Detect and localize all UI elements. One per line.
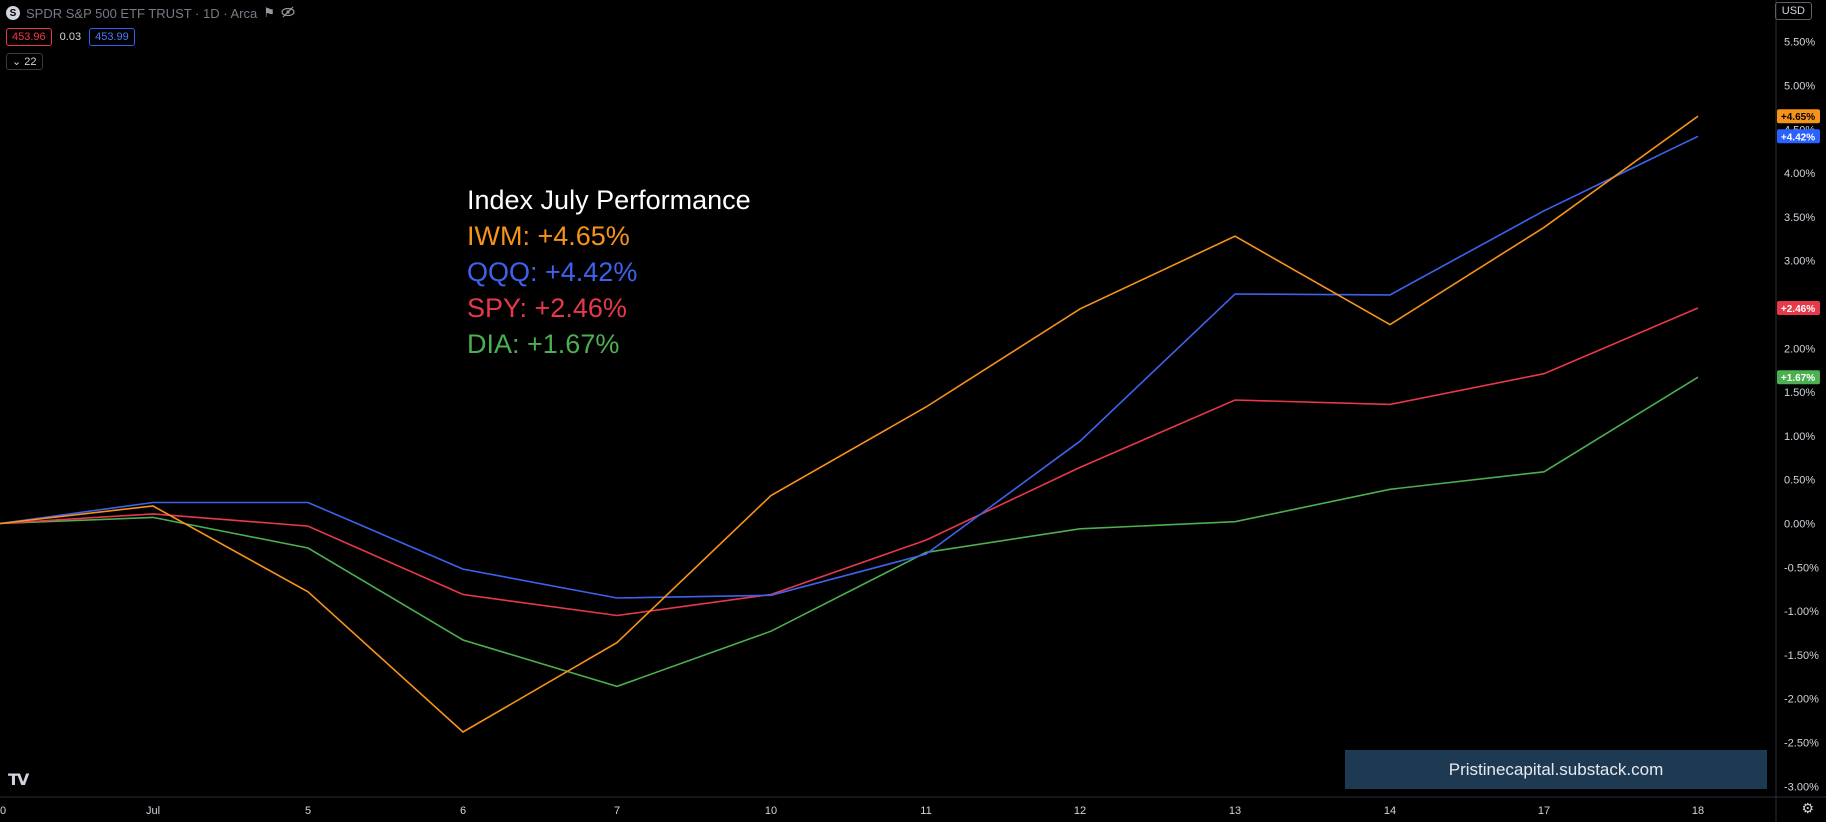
y-tick-label: 4.00% — [1784, 168, 1815, 180]
y-tick-label: 0.50% — [1784, 475, 1815, 487]
y-tick-label: -3.00% — [1784, 781, 1819, 793]
series-line-dia[interactable] — [0, 376, 1699, 688]
y-tick-label: 5.50% — [1784, 37, 1815, 49]
annotation-line-2: SPY: +2.46% — [467, 293, 627, 323]
y-tick-label: 2.00% — [1784, 343, 1815, 355]
y-tick-label: -2.00% — [1784, 694, 1819, 706]
bid-price-button[interactable]: 453.96 — [6, 28, 52, 46]
quote-bar: 453.96 0.03 453.99 — [6, 28, 135, 46]
symbol-header[interactable]: S SPDR S&P 500 ETF TRUST · 1D · Arca ⚑ — [6, 4, 295, 22]
y-tick-label: -2.50% — [1784, 738, 1819, 750]
last-value-text: +4.42% — [1781, 132, 1815, 143]
annotation-title: Index July Performance — [467, 185, 751, 215]
spread-value: 0.03 — [59, 31, 82, 43]
last-value-badge — [1777, 370, 1820, 385]
chevron-down-icon: ⌄ — [12, 56, 22, 68]
y-tick-label: 5.00% — [1784, 81, 1815, 93]
x-tick-label: 10 — [765, 805, 777, 817]
tradingview-logo-icon[interactable]: TV — [8, 770, 29, 789]
last-value-badge — [1777, 301, 1820, 315]
last-value-badge — [1777, 129, 1820, 144]
x-tick-label: 12 — [1074, 805, 1086, 817]
annotation-line-3: DIA: +1.67% — [467, 329, 620, 359]
x-tick-label: 7 — [614, 805, 620, 817]
last-value-text: +2.46% — [1781, 304, 1815, 315]
last-value-text: +4.65% — [1781, 112, 1815, 123]
x-tick-label: 6 — [460, 805, 466, 817]
symbol-logo: S — [6, 6, 20, 20]
indicators-toggle[interactable]: ⌄ 22 — [6, 53, 43, 70]
series-line-spy[interactable] — [0, 307, 1699, 617]
y-tick-label: -1.50% — [1784, 650, 1819, 662]
ask-price-button[interactable]: 453.99 — [89, 28, 135, 46]
y-tick-label: 0.00% — [1784, 519, 1815, 531]
x-tick-label: 17 — [1538, 805, 1550, 817]
y-tick-label: -0.50% — [1784, 562, 1819, 574]
eye-off-icon[interactable] — [281, 6, 295, 21]
last-value-badge — [1777, 109, 1820, 124]
annotation-line-0: IWM: +4.65% — [467, 221, 630, 251]
x-tick-label: 11 — [920, 805, 931, 817]
x-tick-label: 13 — [1229, 805, 1241, 817]
last-value-dia: +1.67% — [1777, 370, 1820, 385]
x-tick-label: Jul — [146, 805, 160, 817]
y-tick-label: -1.00% — [1784, 606, 1819, 618]
annotation-text[interactable]: Index July Performance IWM: +4.65% QQQ: +… — [467, 182, 751, 362]
flag-icon[interactable]: ⚑ — [263, 5, 275, 20]
y-tick-label: 1.00% — [1784, 431, 1815, 443]
time-axis[interactable]: 0 Jul 5 6 7 10 11 12 13 14 17 18 — [0, 805, 1704, 817]
y-tick-label: 3.00% — [1784, 256, 1815, 268]
indicators-count: 22 — [24, 56, 37, 68]
symbol-title[interactable]: SPDR S&P 500 ETF TRUST · 1D · Arca — [26, 5, 258, 21]
series-line-iwm[interactable] — [0, 115, 1699, 733]
currency-button[interactable]: USD — [1774, 2, 1812, 20]
gear-icon[interactable]: ⚙ — [1801, 800, 1814, 816]
last-value-iwm: +4.65% — [1777, 109, 1820, 124]
last-value-text: +1.67% — [1781, 373, 1815, 384]
x-tick-label: 14 — [1384, 805, 1396, 817]
y-tick-label: 1.50% — [1784, 387, 1815, 399]
last-value-qqq: +4.42% — [1777, 129, 1820, 144]
x-tick-label: 18 — [1692, 805, 1704, 817]
series-line-qqq[interactable] — [0, 135, 1699, 599]
last-value-labels: +4.65% +4.42% +2.46% +1.67% — [1777, 109, 1820, 385]
y-tick-label: 3.50% — [1784, 212, 1815, 224]
x-tick-label: 5 — [305, 805, 311, 817]
price-axis[interactable]: 5.50%5.00%4.50%4.00%3.50%3.00%2.50%2.00%… — [1784, 37, 1819, 794]
annotation-line-1: QQQ: +4.42% — [467, 257, 638, 287]
series-lines — [0, 115, 1699, 733]
watermark-banner: Pristinecapital.substack.com — [1345, 750, 1767, 789]
x-tick-label: 0 — [0, 805, 6, 817]
last-value-spy: +2.46% — [1777, 301, 1820, 315]
